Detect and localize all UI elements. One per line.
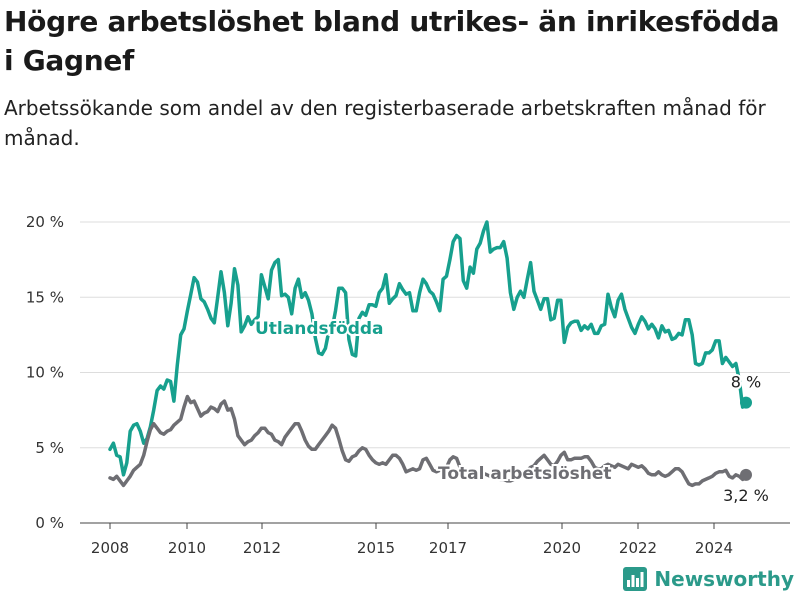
- series-end-point: [740, 468, 752, 481]
- x-tick-label: 2017: [429, 539, 467, 557]
- x-tick-label: 2015: [357, 539, 395, 557]
- x-tick-label: 2020: [543, 539, 581, 557]
- bar-chart-logo-icon: [623, 567, 648, 591]
- brand-logo[interactable]: Newsworthy: [622, 566, 794, 592]
- x-tick-label: 2010: [168, 539, 206, 557]
- y-tick-label: 20 %: [26, 213, 64, 231]
- y-tick-label: 5 %: [35, 439, 64, 457]
- series-lines: [108, 220, 752, 488]
- series-line: [108, 394, 748, 488]
- page-subtitle: Arbetssökande som andel av den registerb…: [4, 96, 766, 150]
- y-axis: 0 % 5 % 10 % 15 % 20 %: [26, 213, 64, 532]
- y-tick-label: 15 %: [26, 288, 64, 306]
- series-end-label: 3,2 %: [723, 486, 769, 505]
- series-label: Total arbetslöshet: [438, 464, 612, 484]
- x-tick-label: 2008: [91, 539, 129, 557]
- series-line: [108, 220, 748, 477]
- series-end-point: [740, 396, 752, 409]
- brand-name: Newsworthy: [654, 567, 794, 591]
- series-labels: Utlandsfödda 8 % Total arbetslöshet 3,2 %: [253, 317, 771, 507]
- y-tick-label: 0 %: [35, 514, 64, 532]
- x-axis: 2008 2010 2012 2015 2017 2020 2022 2024: [80, 522, 790, 557]
- y-tick-label: 10 %: [26, 364, 64, 382]
- x-tick-label: 2022: [619, 539, 657, 557]
- series-end-label: 8 %: [731, 373, 761, 392]
- series-label: Utlandsfödda: [255, 319, 384, 339]
- page-title: Högre arbetslöshet bland utrikes- än inr…: [4, 5, 780, 77]
- x-tick-label: 2012: [243, 539, 281, 557]
- x-tick-label: 2024: [695, 539, 733, 557]
